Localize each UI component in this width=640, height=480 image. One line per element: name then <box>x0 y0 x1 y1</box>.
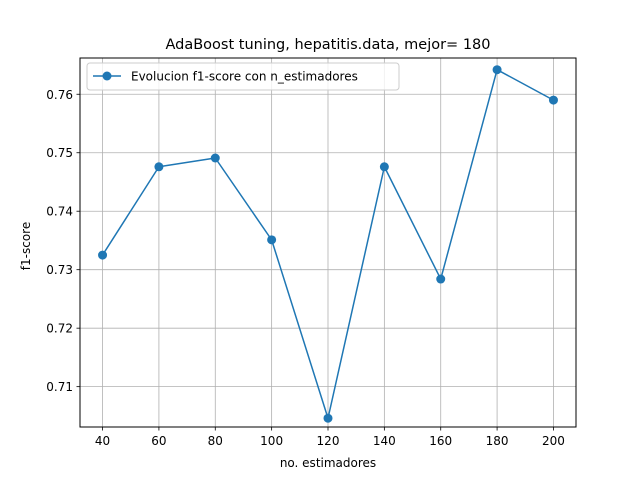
legend: Evolucion f1-score con n_estimadores <box>86 62 400 91</box>
legend-box <box>86 62 400 91</box>
x-axis-label: no. estimadores <box>280 456 376 470</box>
y-tick-label: 0.71 <box>46 380 73 394</box>
y-tick-label: 0.74 <box>46 205 73 219</box>
data-point <box>154 162 164 172</box>
data-point <box>436 274 446 284</box>
x-axis-ticks: 40 60 80 100 120 140 160 180 200 <box>95 427 565 448</box>
x-tick-label: 180 <box>486 434 509 448</box>
y-tick-label: 0.73 <box>46 263 73 277</box>
legend-series-label: Evolucion f1-score con n_estimadores <box>131 70 358 84</box>
data-point <box>267 235 277 245</box>
data-point <box>379 162 389 172</box>
legend-series-marker <box>102 71 112 81</box>
y-tick-label: 0.72 <box>46 322 73 336</box>
chart-title: AdaBoost tuning, hepatitis.data, mejor= … <box>165 37 490 53</box>
x-tick-label: 160 <box>429 434 452 448</box>
y-gridlines <box>80 93 576 388</box>
x-tick-label: 80 <box>208 434 223 448</box>
y-axis-ticks: 0.71 0.72 0.73 0.74 0.75 0.76 <box>46 88 80 394</box>
data-point <box>98 250 108 260</box>
x-tick-label: 140 <box>373 434 396 448</box>
y-axis-label: f1-score <box>19 222 33 270</box>
series-group <box>98 65 558 423</box>
data-point <box>210 153 220 163</box>
x-tick-label: 40 <box>95 434 110 448</box>
data-point <box>492 65 502 75</box>
y-tick-label: 0.75 <box>46 146 73 160</box>
x-tick-label: 100 <box>260 434 283 448</box>
x-tick-label: 60 <box>151 434 166 448</box>
x-gridlines <box>102 58 554 427</box>
x-tick-label: 120 <box>317 434 340 448</box>
data-point <box>323 413 333 423</box>
y-tick-label: 0.76 <box>46 88 73 102</box>
data-point <box>548 95 558 105</box>
x-tick-label: 200 <box>542 434 565 448</box>
